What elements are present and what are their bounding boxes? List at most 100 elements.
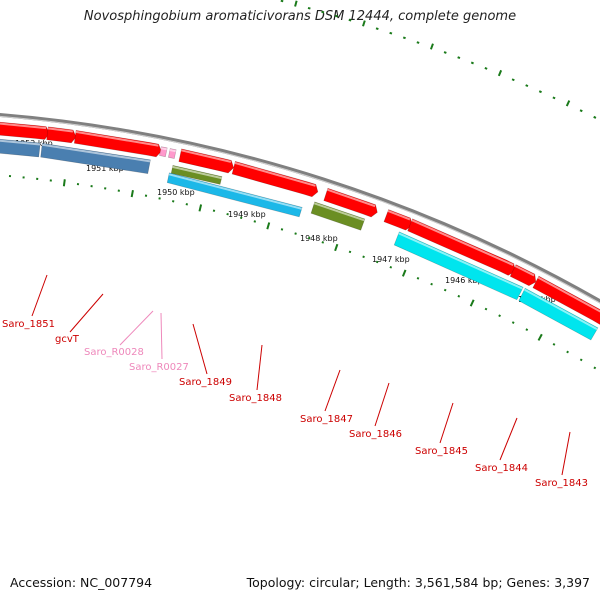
feature-tick [566, 350, 569, 354]
label-leader [324, 369, 341, 412]
feature-tick [430, 282, 433, 286]
gene-block [73, 130, 162, 158]
cds-block [393, 231, 524, 301]
gene-label: Saro_1845 [415, 446, 468, 457]
feature-tick [280, 228, 284, 231]
feature-tick [226, 212, 229, 216]
feature-tick [334, 243, 339, 252]
gene-label: Saro_1849 [179, 377, 232, 388]
label-leader [256, 344, 263, 391]
feature-tick [375, 260, 379, 264]
gene-block [509, 264, 537, 287]
feature-tick [62, 179, 66, 187]
genome-backbone [0, 113, 600, 304]
scale-tick [348, 18, 352, 22]
feature-tick [294, 232, 297, 235]
rna-block [168, 148, 177, 159]
label-leader [31, 274, 48, 317]
rna-block [159, 146, 168, 158]
cds-block [518, 287, 599, 341]
feature-tick [525, 328, 529, 332]
feature-tick [579, 358, 583, 362]
scale-tick [321, 10, 325, 14]
feature-tick [593, 366, 597, 370]
cds-block [40, 142, 151, 174]
feature-tick [198, 204, 203, 212]
scale-label: 1951 kbp [86, 164, 124, 173]
label-leader [160, 312, 163, 360]
scale-tick [362, 20, 366, 27]
label-leader [561, 431, 571, 476]
backbone-line [0, 113, 600, 304]
label-leader-lines [31, 274, 571, 476]
gene-block [231, 161, 319, 198]
feature-tick [348, 250, 352, 254]
scale-tick [402, 36, 406, 40]
scale-tick [579, 109, 583, 113]
scale-label: 1947 kbp [372, 255, 410, 264]
gene-block [532, 275, 600, 325]
feature-tick [130, 189, 134, 198]
backbone-highlight [0, 115, 600, 304]
cds-block [0, 138, 41, 158]
cds-block [166, 172, 303, 218]
gene-block [323, 187, 378, 218]
scale-tick [538, 90, 542, 94]
label-leader [499, 417, 518, 461]
scale-tick [429, 43, 434, 50]
label-leader [374, 382, 390, 427]
scale-tick [497, 69, 503, 77]
scale-tick [294, 0, 298, 7]
scale-tick [375, 27, 379, 31]
scale-tick [511, 78, 515, 82]
feature-tick [253, 220, 257, 223]
cds-block [310, 201, 366, 231]
scale-tick [457, 56, 461, 60]
genome-summary-text: Topology: circular; Length: 3,561,584 bp… [246, 575, 590, 590]
gene-label: Saro_1848 [229, 393, 282, 404]
gene-block [0, 121, 50, 140]
gene-block [46, 126, 77, 144]
feature-tick [266, 222, 271, 230]
feature-tick [469, 299, 475, 307]
gene-label: gcvT [55, 334, 80, 345]
gene-label: Saro_1851 [2, 319, 55, 330]
scale-tick [525, 84, 529, 88]
scale-label: 1948 kbp [300, 234, 338, 243]
scale-tick [334, 14, 338, 18]
gene-label: Saro_1844 [475, 463, 528, 474]
scale-ticks [280, 0, 597, 119]
label-leader [192, 323, 208, 375]
gene-block [178, 148, 235, 174]
gene-label: Saro_1843 [535, 478, 588, 489]
feature-tick [484, 307, 488, 311]
gene-block [383, 209, 413, 231]
feature-tick [416, 277, 420, 280]
scale-tick [443, 51, 447, 54]
feature-tracks [0, 121, 600, 341]
scale-tick [416, 41, 420, 44]
scale-label: 1950 kbp [157, 188, 195, 197]
gene-label: Saro_R0028 [84, 347, 144, 358]
scale-tick [552, 96, 556, 100]
scale-label: 1949 kbp [228, 210, 266, 219]
gene-label: Saro_1846 [349, 429, 402, 440]
accession-text: Accession: NC_007794 [10, 575, 153, 590]
feature-tick [307, 236, 311, 240]
scale-tick [389, 31, 393, 35]
feature-ticks [8, 175, 597, 370]
gene-label: Saro_R0027 [129, 362, 189, 373]
feature-tick [443, 288, 447, 292]
feature-tick [498, 314, 501, 318]
feature-tick [321, 241, 325, 244]
feature-tick [401, 269, 407, 277]
label-leader [119, 310, 154, 346]
feature-tick [389, 265, 393, 269]
scale-tick [484, 67, 488, 70]
feature-tick [537, 333, 543, 341]
scale-tick [470, 61, 474, 65]
feature-tick [457, 294, 461, 298]
feature-tick [511, 321, 515, 324]
